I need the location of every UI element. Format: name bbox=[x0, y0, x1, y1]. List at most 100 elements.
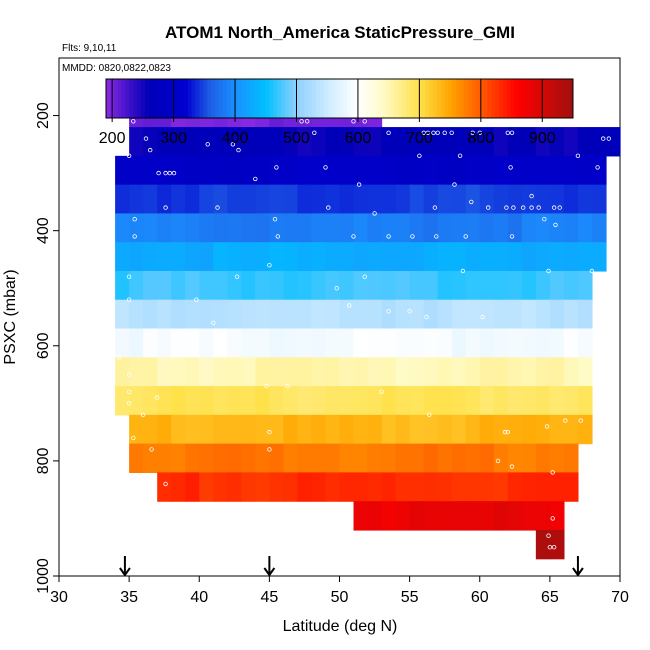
heatmap-cell bbox=[199, 299, 214, 330]
heatmap-cell bbox=[507, 414, 523, 445]
heatmap-cell bbox=[283, 472, 299, 502]
heatmap-cell bbox=[409, 357, 425, 387]
heatmap-cell bbox=[213, 242, 228, 272]
x-tick-label: 50 bbox=[331, 589, 349, 606]
colorbar-segment bbox=[467, 79, 473, 118]
heatmap-cell bbox=[339, 386, 355, 416]
data-point bbox=[495, 458, 501, 464]
data-point bbox=[557, 205, 562, 210]
heatmap-cell bbox=[283, 299, 299, 330]
data-point bbox=[211, 320, 216, 325]
heatmap-cell bbox=[577, 213, 593, 243]
data-point bbox=[457, 153, 463, 158]
x-tick-label: 65 bbox=[541, 589, 559, 606]
heatmap-cell bbox=[269, 213, 284, 243]
heatmap-cell bbox=[339, 443, 355, 473]
heatmap-cell bbox=[535, 213, 551, 243]
heatmap-cell bbox=[339, 213, 355, 243]
heatmap-cell bbox=[269, 443, 284, 473]
heatmap-cell bbox=[451, 414, 467, 445]
heatmap-cell bbox=[129, 328, 144, 358]
heatmap-cell bbox=[185, 443, 200, 473]
heatmap-cell bbox=[479, 414, 495, 445]
heatmap-cell bbox=[437, 386, 453, 416]
heatmap-cell bbox=[297, 472, 313, 502]
colorbar-segment bbox=[456, 79, 461, 118]
colorbar-segment bbox=[226, 79, 232, 118]
heatmap-cell bbox=[171, 299, 186, 330]
heatmap-cell bbox=[381, 414, 397, 445]
heatmap-cell bbox=[213, 270, 228, 301]
heatmap-cell bbox=[269, 242, 284, 272]
colorbar-tick-label: 400 bbox=[222, 130, 249, 147]
data-point bbox=[509, 130, 515, 135]
heatmap-cell bbox=[199, 414, 214, 445]
data-point bbox=[126, 389, 132, 394]
heatmap-cell bbox=[339, 472, 355, 502]
colorbar-segment bbox=[487, 79, 492, 118]
heatmap-cell bbox=[311, 386, 327, 416]
heatmap-cell bbox=[423, 501, 439, 531]
heatmap-cell bbox=[423, 328, 439, 358]
heatmap-cell bbox=[115, 386, 130, 416]
data-point bbox=[521, 205, 526, 210]
heatmap-cell bbox=[185, 328, 200, 358]
colorbar-segment bbox=[374, 79, 379, 118]
heatmap-cell bbox=[171, 213, 186, 243]
colorbar-segment bbox=[265, 79, 270, 118]
heatmap-cell bbox=[535, 529, 551, 560]
heatmap-cell bbox=[157, 184, 172, 214]
heatmap-cell bbox=[465, 472, 481, 502]
heatmap-cell bbox=[227, 213, 242, 243]
heatmap-cell bbox=[437, 299, 453, 330]
colorbar-segment bbox=[211, 79, 216, 118]
heatmap-cell bbox=[493, 501, 509, 531]
colorbar-segment bbox=[218, 79, 224, 118]
heatmap-cell bbox=[255, 443, 270, 473]
heatmap-cell bbox=[535, 242, 551, 272]
colorbar-segment bbox=[222, 79, 228, 118]
heatmap-cell bbox=[241, 155, 256, 186]
heatmap-cell bbox=[535, 357, 551, 387]
heatmap-cell bbox=[451, 155, 467, 186]
heatmap-cell bbox=[521, 155, 537, 186]
heatmap-cell bbox=[437, 414, 453, 445]
heatmap-cell bbox=[325, 242, 341, 272]
heatmap-cell bbox=[115, 270, 130, 301]
colorbar-segment bbox=[358, 79, 364, 118]
heatmap-cell bbox=[269, 386, 284, 416]
colorbar-segment bbox=[499, 79, 504, 118]
heatmap-cell bbox=[381, 184, 397, 214]
heatmap-cell bbox=[129, 299, 144, 330]
heatmap-cell bbox=[507, 328, 523, 358]
heatmap-cell bbox=[479, 357, 495, 387]
heatmap-cell bbox=[451, 386, 467, 416]
heatmap-cell bbox=[409, 155, 425, 186]
heatmap-cell bbox=[325, 184, 341, 214]
heatmap-cell bbox=[325, 414, 341, 445]
colorbar-tick-label: 800 bbox=[467, 130, 494, 147]
heatmap-cell bbox=[353, 155, 369, 186]
data-point bbox=[606, 136, 611, 141]
heatmap-cell bbox=[241, 184, 256, 214]
data-point bbox=[275, 234, 280, 239]
heatmap-cell bbox=[367, 213, 383, 243]
colorbar-segment bbox=[397, 79, 403, 118]
data-point bbox=[312, 130, 317, 135]
heatmap-cell bbox=[577, 328, 593, 358]
data-point bbox=[323, 165, 328, 170]
data-point bbox=[126, 274, 132, 279]
y-tick-label: 600 bbox=[35, 332, 52, 359]
heatmap-cell bbox=[465, 443, 481, 473]
heatmap-cell bbox=[255, 127, 270, 157]
heatmap-cell bbox=[521, 127, 537, 157]
heatmap-cell bbox=[437, 155, 453, 186]
data-point bbox=[362, 119, 367, 124]
heatmap-cell bbox=[241, 414, 256, 445]
heatmap-cell bbox=[269, 127, 284, 157]
colorbar-tick-label: 500 bbox=[283, 130, 310, 147]
data-point bbox=[163, 481, 168, 487]
heatmap-cell bbox=[353, 501, 369, 531]
heatmap-cell bbox=[437, 127, 453, 157]
colorbar-segment bbox=[304, 79, 309, 118]
